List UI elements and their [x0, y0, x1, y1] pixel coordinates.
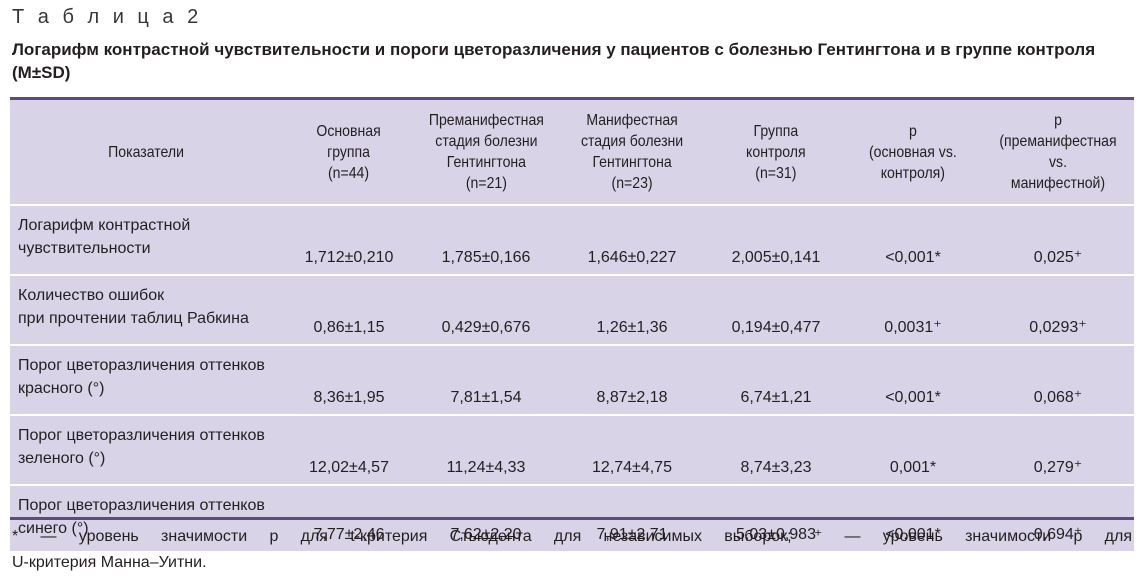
- cell-value: 2,005±0,141: [708, 205, 844, 276]
- cell-value: 0,86±1,15: [282, 275, 416, 346]
- cell-value: 0,025⁺: [982, 205, 1134, 276]
- cell-value: <0,001*: [844, 345, 982, 416]
- cell-value: 0,194±0,477: [708, 275, 844, 346]
- cell-value: 0,279⁺: [982, 415, 1134, 486]
- cell-value: 8,36±1,95: [282, 345, 416, 416]
- cell-value: 1,712±0,210: [282, 205, 416, 276]
- row-label: Логарифм контрастной чувствительности: [10, 205, 282, 276]
- cell-value: 1,785±0,166: [416, 205, 556, 276]
- cell-value: <0,001*: [844, 205, 982, 276]
- cell-value: 8,74±3,23: [708, 415, 844, 486]
- cell-value: 0,429±0,676: [416, 275, 556, 346]
- cell-value: 0,0031⁺: [844, 275, 982, 346]
- cell-value: 0,0293⁺: [982, 275, 1134, 346]
- table-row: Количество ошибок при прочтении таблиц Ра…: [10, 275, 1134, 346]
- table-row: Порог цветоразличения оттенков зеленого (…: [10, 415, 1134, 486]
- cell-value: 12,74±4,75: [556, 415, 708, 486]
- cell-value: 1,646±0,227: [556, 205, 708, 276]
- header-p-premanifest-vs-manifest: p (преманифестная vs. манифестной): [982, 100, 1134, 206]
- cell-value: 6,74±1,21: [708, 345, 844, 416]
- data-table: Показатели Основная группа (n=44) Преманиф…: [10, 100, 1134, 551]
- footnote-line-1: * — уровень значимости p для t-критерия …: [12, 528, 1132, 545]
- header-main-group: Основная группа (n=44): [282, 100, 416, 206]
- cell-value: 1,26±1,36: [556, 275, 708, 346]
- table-footnote: * — уровень значимости p для t-критерия …: [12, 524, 1132, 576]
- cell-value: 0,001*: [844, 415, 982, 486]
- cell-value: 8,87±2,18: [556, 345, 708, 416]
- table-title: Логарифм контрастной чувствительности и …: [12, 40, 1096, 82]
- header-indicators: Показатели: [10, 100, 282, 206]
- footnote-line-2: U-критерия Манна–Уитни.: [12, 554, 207, 571]
- cell-value: 0,068⁺: [982, 345, 1134, 416]
- row-label: Количество ошибок при прочтении таблиц Ра…: [10, 275, 282, 346]
- header-premanifest: Преманифестная стадия болезни Гентингтона(…: [416, 100, 556, 206]
- cell-value: 7,81±1,54: [416, 345, 556, 416]
- table-row: Логарифм контрастной чувствительности 1,7…: [10, 205, 1134, 276]
- table-caption: Т а б л и ц а 2: [12, 6, 203, 28]
- cell-value: 12,02±4,57: [282, 415, 416, 486]
- header-p-main-vs-control: p (основная vs. контроля): [844, 100, 982, 206]
- table-row: Порог цветоразличения оттенков красного (…: [10, 345, 1134, 416]
- header-row: Показатели Основная группа (n=44) Преманиф…: [10, 100, 1134, 206]
- table-bottom-rule: [10, 517, 1134, 520]
- row-label: Порог цветоразличения оттенков красного (…: [10, 345, 282, 416]
- cell-value: 11,24±4,33: [416, 415, 556, 486]
- table-top-rule: [10, 97, 1134, 100]
- row-label: Порог цветоразличения оттенков зеленого (…: [10, 415, 282, 486]
- header-manifest: Манифестная стадия болезни Гентингтона (n=2…: [556, 100, 708, 206]
- header-control: Группа контроля (n=31): [708, 100, 844, 206]
